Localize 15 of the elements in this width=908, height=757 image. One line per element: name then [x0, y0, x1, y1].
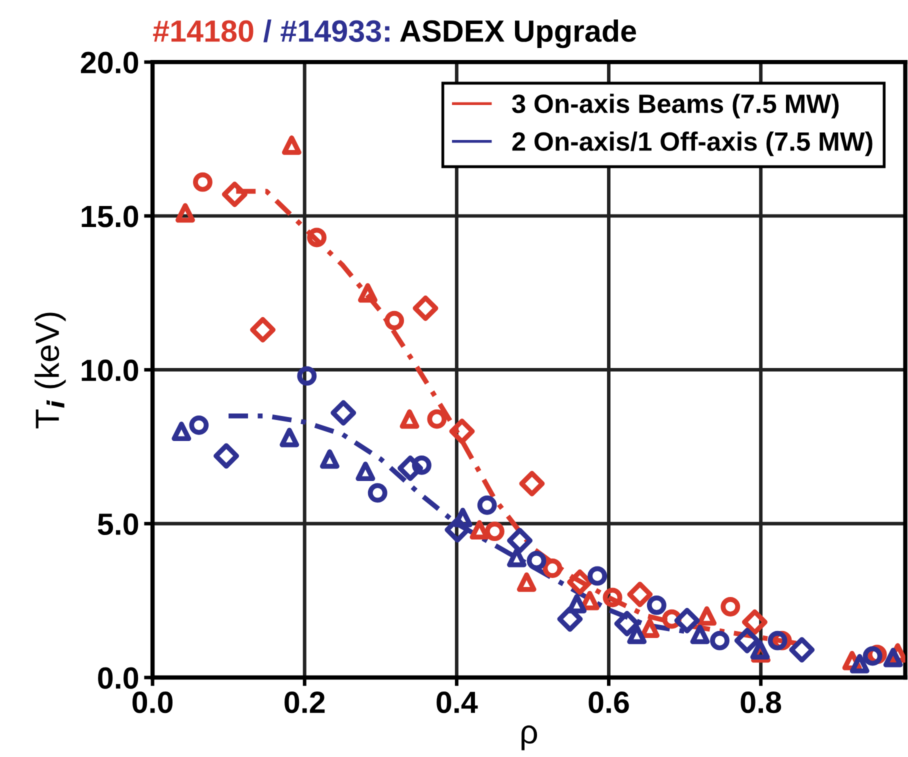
legend-label: 2 On-axis/1 Off-axis (7.5 MW): [512, 132, 872, 156]
legend-label: 3 On-axis Beams (7.5 MW): [512, 94, 839, 118]
x-tick-label: 0.6: [588, 692, 629, 714]
x-axis-title: ρ: [522, 725, 538, 750]
y-tick-label: 0.0: [98, 667, 138, 689]
y-tick-label: 20.0: [80, 52, 138, 74]
chart-title: #14180 / #14933: ASDEX Upgrade: [153, 19, 636, 48]
x-tick-label: 0.0: [132, 692, 173, 714]
y-tick-label: 10.0: [82, 360, 138, 382]
y-tick-label: 5.0: [98, 513, 138, 536]
y-tick-label: 15.0: [82, 206, 138, 228]
x-tick-label: 0.4: [436, 692, 478, 714]
x-tick-label: 0.2: [284, 692, 325, 714]
y-axis-title: T$_{i}$ (keV): [34, 312, 66, 428]
x-tick-label: 0.8: [740, 692, 782, 714]
